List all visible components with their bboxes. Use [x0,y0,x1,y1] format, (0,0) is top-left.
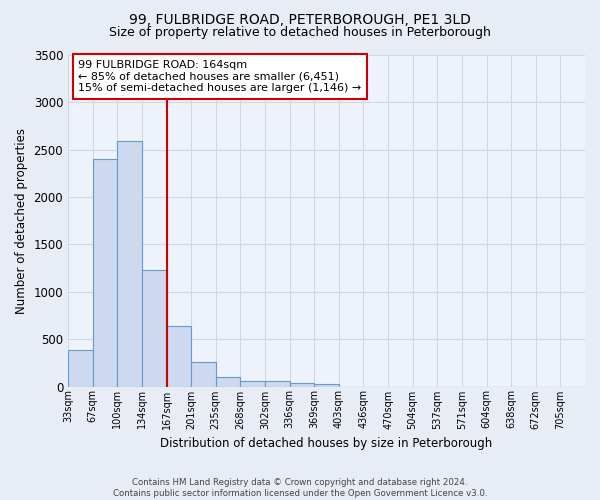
X-axis label: Distribution of detached houses by size in Peterborough: Distribution of detached houses by size … [160,437,493,450]
Text: Contains HM Land Registry data © Crown copyright and database right 2024.
Contai: Contains HM Land Registry data © Crown c… [113,478,487,498]
Bar [117,141,142,386]
Bar [92,159,117,386]
Bar [216,377,241,386]
Y-axis label: Number of detached properties: Number of detached properties [15,128,28,314]
Bar [241,381,265,386]
Text: 99, FULBRIDGE ROAD, PETERBOROUGH, PE1 3LD: 99, FULBRIDGE ROAD, PETERBOROUGH, PE1 3L… [129,12,471,26]
Text: 99 FULBRIDGE ROAD: 164sqm
← 85% of detached houses are smaller (6,451)
15% of se: 99 FULBRIDGE ROAD: 164sqm ← 85% of detac… [79,60,362,93]
Bar [314,384,339,386]
Bar [265,382,290,386]
Bar [142,270,167,386]
Bar [167,326,191,386]
Bar [191,362,216,386]
Text: Size of property relative to detached houses in Peterborough: Size of property relative to detached ho… [109,26,491,39]
Bar [290,382,314,386]
Bar [68,350,92,387]
